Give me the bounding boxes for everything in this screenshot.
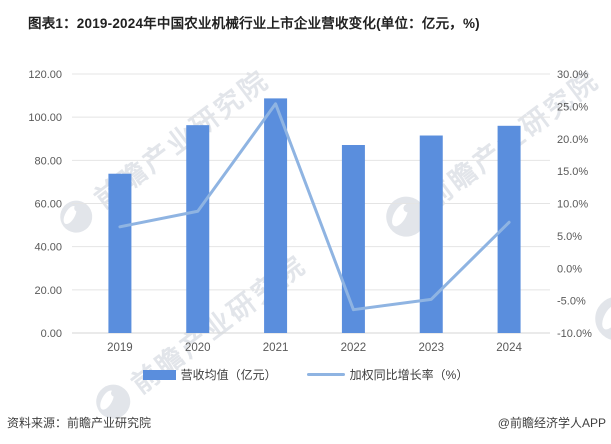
bar-2021 (264, 98, 288, 334)
bar-series-swatch-icon (142, 369, 176, 380)
legend-item-growth: 加权同比增长率（%） (306, 366, 469, 383)
right-axis-tick-label: 15.0% (557, 166, 588, 178)
watermark-logo-icon (96, 384, 131, 419)
x-axis-label: 2021 (263, 342, 289, 354)
line-series-swatch-icon (306, 373, 345, 376)
legend-item-revenue: 营收均值（亿元） (142, 366, 277, 383)
bar-2022 (341, 145, 365, 333)
left-axis-tick-label: 80.00 (34, 155, 62, 167)
right-axis-tick-label: 25.0% (557, 101, 588, 113)
x-axis-label: 2024 (496, 342, 522, 354)
watermark: 前瞻产业研究院 (386, 63, 605, 237)
bar-2023 (419, 135, 443, 333)
growth-rate-line (118, 102, 511, 312)
watermark-logo-icon (60, 200, 93, 233)
right-axis-tick-label: -5.0% (557, 296, 586, 308)
left-axis-tick-label: 40.00 (34, 242, 62, 254)
right-axis-tick-label: 5.0% (557, 231, 582, 243)
left-axis-tick-label: 20.00 (34, 285, 62, 297)
legend-label-growth: 加权同比增长率（%） (349, 368, 469, 382)
bar-2024 (497, 125, 521, 333)
legend: 营收均值（亿元） 加权同比增长率（%） (0, 366, 611, 383)
left-axis-tick-label: 120.00 (28, 69, 62, 81)
right-axis-tick-label: 30.0% (557, 69, 588, 81)
watermark-logo-icon (595, 296, 611, 341)
chart-title: 图表1：2019-2024年中国农业机械行业上市企业营收变化(单位：亿元，%) (28, 16, 480, 31)
right-axis-tick-label: 20.0% (557, 134, 588, 146)
brand-note: @前瞻经济学人APP (497, 416, 606, 430)
watermark (595, 296, 611, 341)
left-axis-tick-label: 100.00 (28, 112, 62, 124)
x-axis-label: 2019 (107, 342, 133, 354)
left-axis-tick-label: 0.00 (41, 328, 62, 340)
watermark-logo-icon (386, 196, 427, 237)
source-note: 资料来源：前瞻产业研究院 (7, 416, 152, 430)
x-axis-label: 2020 (185, 342, 211, 354)
bar-2020 (186, 125, 210, 333)
right-axis-tick-label: 10.0% (557, 199, 588, 211)
legend-label-revenue: 营收均值（亿元） (180, 368, 277, 382)
bar-2019 (108, 173, 132, 333)
left-axis-tick-label: 60.00 (34, 199, 62, 211)
right-axis-tick-label: 0.0% (557, 263, 582, 275)
x-axis-label: 2023 (418, 342, 444, 354)
footer: 资料来源：前瞻产业研究院 @前瞻经济学人APP (0, 414, 611, 431)
right-axis-tick-label: -10.0% (557, 328, 592, 340)
x-axis-label: 2022 (341, 342, 367, 354)
